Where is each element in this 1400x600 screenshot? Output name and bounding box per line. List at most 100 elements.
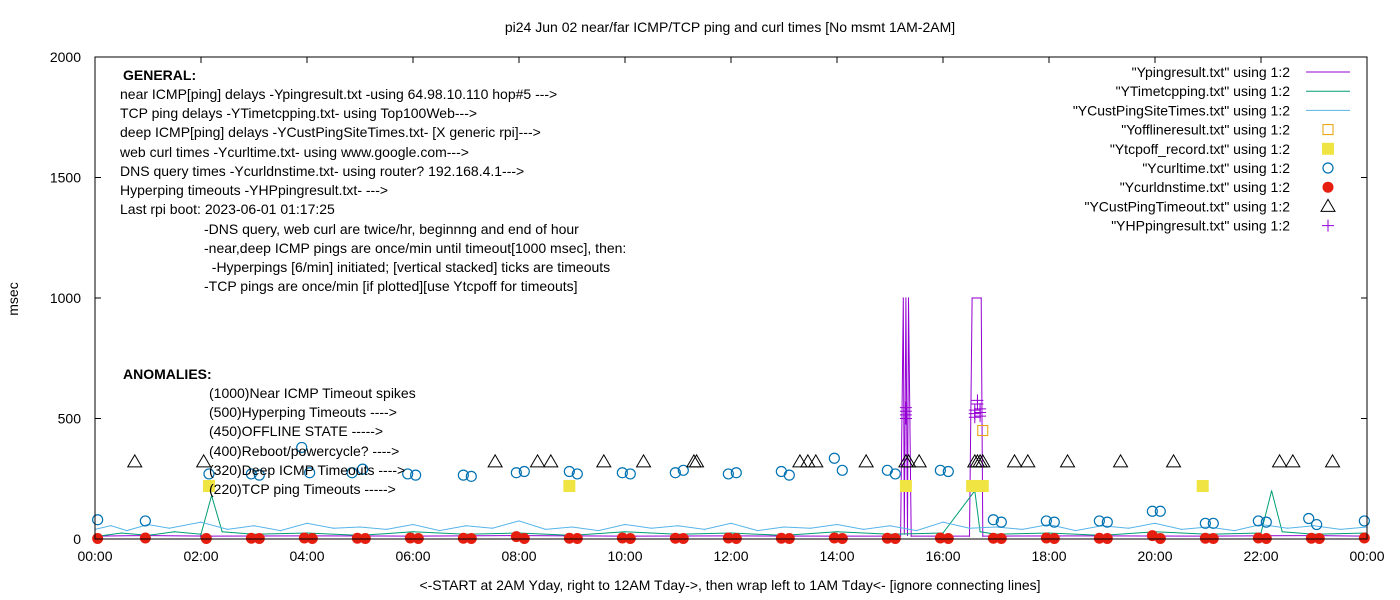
data-point bbox=[616, 532, 628, 544]
data-point bbox=[1127, 527, 1130, 529]
data-point bbox=[595, 453, 612, 468]
data-point bbox=[624, 468, 636, 480]
data-point bbox=[1021, 528, 1024, 530]
legend: "Ypingresult.txt" using 1:2 "YTimetcpping… bbox=[1073, 64, 1350, 234]
data-point bbox=[457, 532, 469, 544]
data-point bbox=[457, 469, 469, 481]
data-point bbox=[1207, 517, 1219, 529]
data-point bbox=[775, 532, 787, 544]
data-point bbox=[92, 514, 104, 526]
anomaly-line: (500)Hyperping Timeouts ----> bbox=[209, 404, 397, 420]
anomaly-line: (220)TCP ping Timeouts -----> bbox=[209, 481, 396, 497]
data-point bbox=[1040, 532, 1052, 544]
data-point bbox=[221, 531, 223, 533]
data-point bbox=[669, 532, 681, 544]
anomalies-heading: ANOMALIES: bbox=[123, 366, 212, 382]
legend-swatch bbox=[1322, 162, 1334, 174]
data-point bbox=[306, 522, 308, 524]
data-point bbox=[899, 401, 912, 414]
data-point bbox=[510, 467, 522, 479]
legend-label: "YCustPingSiteTimes.txt" using 1:2 bbox=[1073, 102, 1290, 118]
data-point bbox=[120, 532, 123, 534]
data-point bbox=[410, 469, 422, 481]
data-point bbox=[979, 531, 981, 533]
data-point bbox=[412, 523, 414, 526]
x-tick-label: 06:00 bbox=[395, 548, 430, 564]
data-point bbox=[624, 531, 626, 533]
legend-swatch bbox=[1322, 181, 1334, 193]
data-point bbox=[1281, 531, 1283, 533]
data-point bbox=[1311, 518, 1323, 531]
data-point bbox=[942, 465, 954, 478]
note-line: -near,deep ICMP pings are once/min until… bbox=[204, 240, 626, 256]
data-point bbox=[1260, 516, 1272, 528]
data-point bbox=[635, 453, 652, 468]
legend-label: "Ypingresult.txt" using 1:2 bbox=[1132, 64, 1291, 80]
data-point bbox=[438, 529, 441, 532]
data-point bbox=[907, 297, 910, 299]
data-point bbox=[1199, 532, 1211, 544]
data-point bbox=[836, 523, 838, 526]
data-point bbox=[202, 479, 215, 492]
data-point bbox=[1286, 527, 1289, 529]
data-point bbox=[1196, 479, 1209, 492]
x-tick-label: 12:00 bbox=[713, 548, 748, 564]
legend-swatch bbox=[1320, 198, 1336, 212]
data-point bbox=[139, 532, 151, 544]
series-8 bbox=[899, 394, 987, 425]
data-point bbox=[357, 463, 369, 475]
data-point bbox=[971, 297, 973, 299]
data-point bbox=[346, 467, 358, 479]
x-tick-label: 00:00 bbox=[77, 548, 112, 564]
data-point bbox=[942, 521, 944, 523]
legend-entry: "Ycurldnstime.txt" using 1:2 bbox=[1120, 179, 1334, 195]
data-point bbox=[1112, 453, 1129, 468]
data-point bbox=[304, 467, 316, 479]
plot-frame bbox=[94, 56, 1368, 540]
data-point bbox=[828, 452, 840, 464]
data-point bbox=[359, 526, 361, 528]
data-point bbox=[836, 531, 838, 533]
data-point bbox=[650, 527, 653, 529]
data-point bbox=[245, 532, 257, 544]
annotation-general: GENERAL: near ICMP[ping] delays -Ypingre… bbox=[119, 67, 626, 294]
series-1 bbox=[94, 489, 1368, 538]
data-point bbox=[126, 529, 128, 532]
data-point bbox=[1271, 453, 1288, 468]
data-point bbox=[298, 532, 310, 544]
general-line: near ICMP[ping] delays -Ypingresult.txt … bbox=[120, 86, 557, 102]
data-point bbox=[902, 297, 904, 299]
data-point bbox=[976, 479, 989, 492]
data-point bbox=[1040, 515, 1052, 527]
data-point bbox=[203, 468, 215, 480]
data-point bbox=[669, 467, 681, 479]
data-point bbox=[677, 464, 689, 476]
data-point bbox=[976, 297, 979, 299]
legend-entry: "YTimetcpping.txt" using 1:2 bbox=[1116, 83, 1350, 99]
data-point bbox=[412, 531, 414, 533]
data-point bbox=[563, 465, 575, 478]
data-point bbox=[173, 531, 176, 533]
data-point bbox=[1305, 532, 1317, 544]
data-point bbox=[1074, 529, 1077, 532]
legend-entry: "Ypingresult.txt" using 1:2 bbox=[1132, 64, 1350, 80]
data-point bbox=[168, 527, 170, 529]
data-point bbox=[351, 532, 363, 544]
series-6 bbox=[92, 530, 1370, 545]
general-heading: GENERAL: bbox=[123, 67, 196, 83]
data-point bbox=[563, 479, 576, 492]
legend-entry: "Ytcpoff_record.txt" using 1:2 bbox=[1110, 141, 1334, 157]
legend-entry: "Yofflineresult.txt" using 1:2 bbox=[1121, 122, 1334, 138]
anomaly-line: (450)OFFLINE STATE -----> bbox=[209, 423, 383, 439]
data-point bbox=[722, 468, 734, 480]
data-point bbox=[688, 453, 705, 468]
data-point bbox=[889, 525, 891, 527]
series-line bbox=[94, 520, 1368, 532]
legend-label: "YHPpingresult.txt" using 1:2 bbox=[1111, 218, 1290, 234]
data-point bbox=[542, 453, 559, 468]
legend-entry: "Ycurltime.txt" using 1:2 bbox=[1142, 160, 1334, 176]
legend-label: "YCustPingTimeout.txt" using 1:2 bbox=[1084, 198, 1290, 214]
data-point bbox=[783, 526, 785, 528]
data-point bbox=[730, 522, 732, 524]
